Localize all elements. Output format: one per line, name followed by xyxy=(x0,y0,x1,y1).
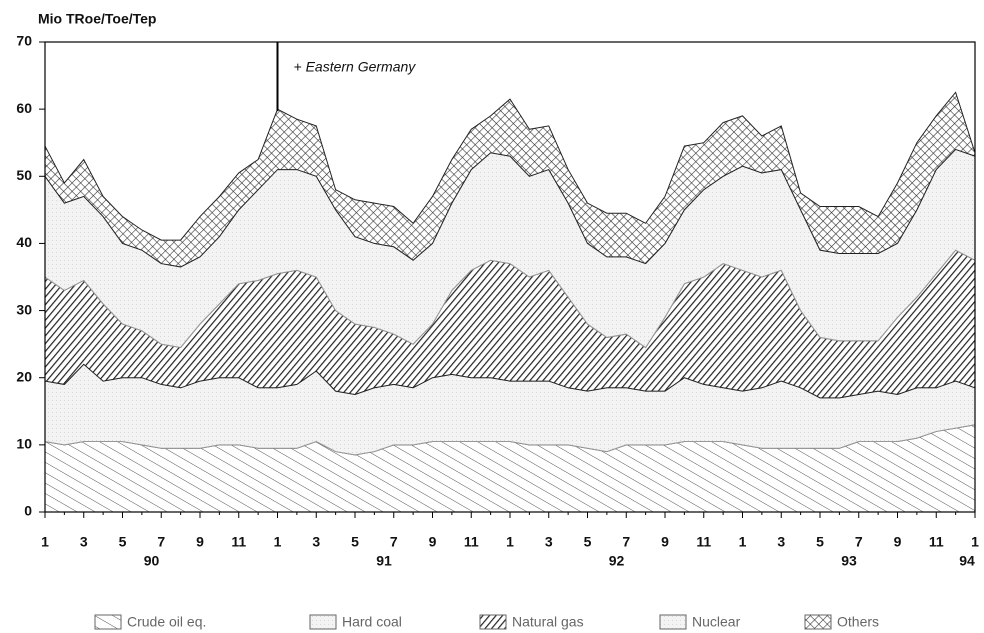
y-tick-label: 60 xyxy=(16,100,32,116)
legend-label: Hard coal xyxy=(342,614,402,630)
y-tick-label: 50 xyxy=(16,167,32,183)
legend-swatch xyxy=(804,614,832,630)
x-tick-label: 1 xyxy=(274,534,282,550)
y-tick-label: 0 xyxy=(24,503,32,519)
x-tick-label: 1 xyxy=(41,534,49,550)
x-tick-label: 7 xyxy=(622,534,630,550)
x-tick-label: 9 xyxy=(196,534,204,550)
x-tick-label: 1 xyxy=(739,534,747,550)
x-tick-label: 7 xyxy=(390,534,398,550)
year-label: 94 xyxy=(959,553,975,569)
legend-swatch xyxy=(309,614,337,630)
x-tick-label: 11 xyxy=(696,534,711,550)
x-tick-label: 5 xyxy=(584,534,592,550)
x-tick-label: 1 xyxy=(971,534,979,550)
x-tick-label: 5 xyxy=(351,534,359,550)
annotation: + Eastern Germany xyxy=(294,59,417,75)
x-tick-label: 3 xyxy=(545,534,553,550)
x-tick-label: 5 xyxy=(119,534,127,550)
legend-label: Natural gas xyxy=(512,614,584,630)
x-tick-label: 7 xyxy=(157,534,165,550)
year-label: 93 xyxy=(841,553,857,569)
year-label: 90 xyxy=(144,553,160,569)
legend-swatch xyxy=(94,614,122,630)
x-tick-label: 7 xyxy=(855,534,863,550)
y-tick-label: 30 xyxy=(16,301,32,317)
legend-label: Nuclear xyxy=(692,614,741,630)
legend-swatch xyxy=(479,614,507,630)
x-tick-label: 1 xyxy=(506,534,514,550)
y-tick-label: 20 xyxy=(16,368,32,384)
x-tick-label: 9 xyxy=(661,534,669,550)
x-tick-label: 9 xyxy=(429,534,437,550)
x-tick-label: 9 xyxy=(894,534,902,550)
y-tick-label: 70 xyxy=(16,33,32,49)
x-tick-label: 11 xyxy=(464,534,479,550)
year-label: 91 xyxy=(376,553,392,569)
x-tick-label: 5 xyxy=(816,534,824,550)
legend-swatch xyxy=(659,614,687,630)
x-tick-label: 11 xyxy=(231,534,246,550)
y-tick-label: 10 xyxy=(16,436,32,452)
y-tick-label: 40 xyxy=(16,234,32,250)
year-label: 92 xyxy=(609,553,625,569)
x-tick-label: 11 xyxy=(929,534,944,550)
x-tick-label: 3 xyxy=(777,534,785,550)
legend-label: Others xyxy=(837,614,879,630)
x-tick-label: 3 xyxy=(312,534,320,550)
legend-label: Crude oil eq. xyxy=(127,614,206,630)
y-axis-label: Mio TRoe/Toe/Tep xyxy=(38,11,156,27)
x-tick-label: 3 xyxy=(80,534,88,550)
